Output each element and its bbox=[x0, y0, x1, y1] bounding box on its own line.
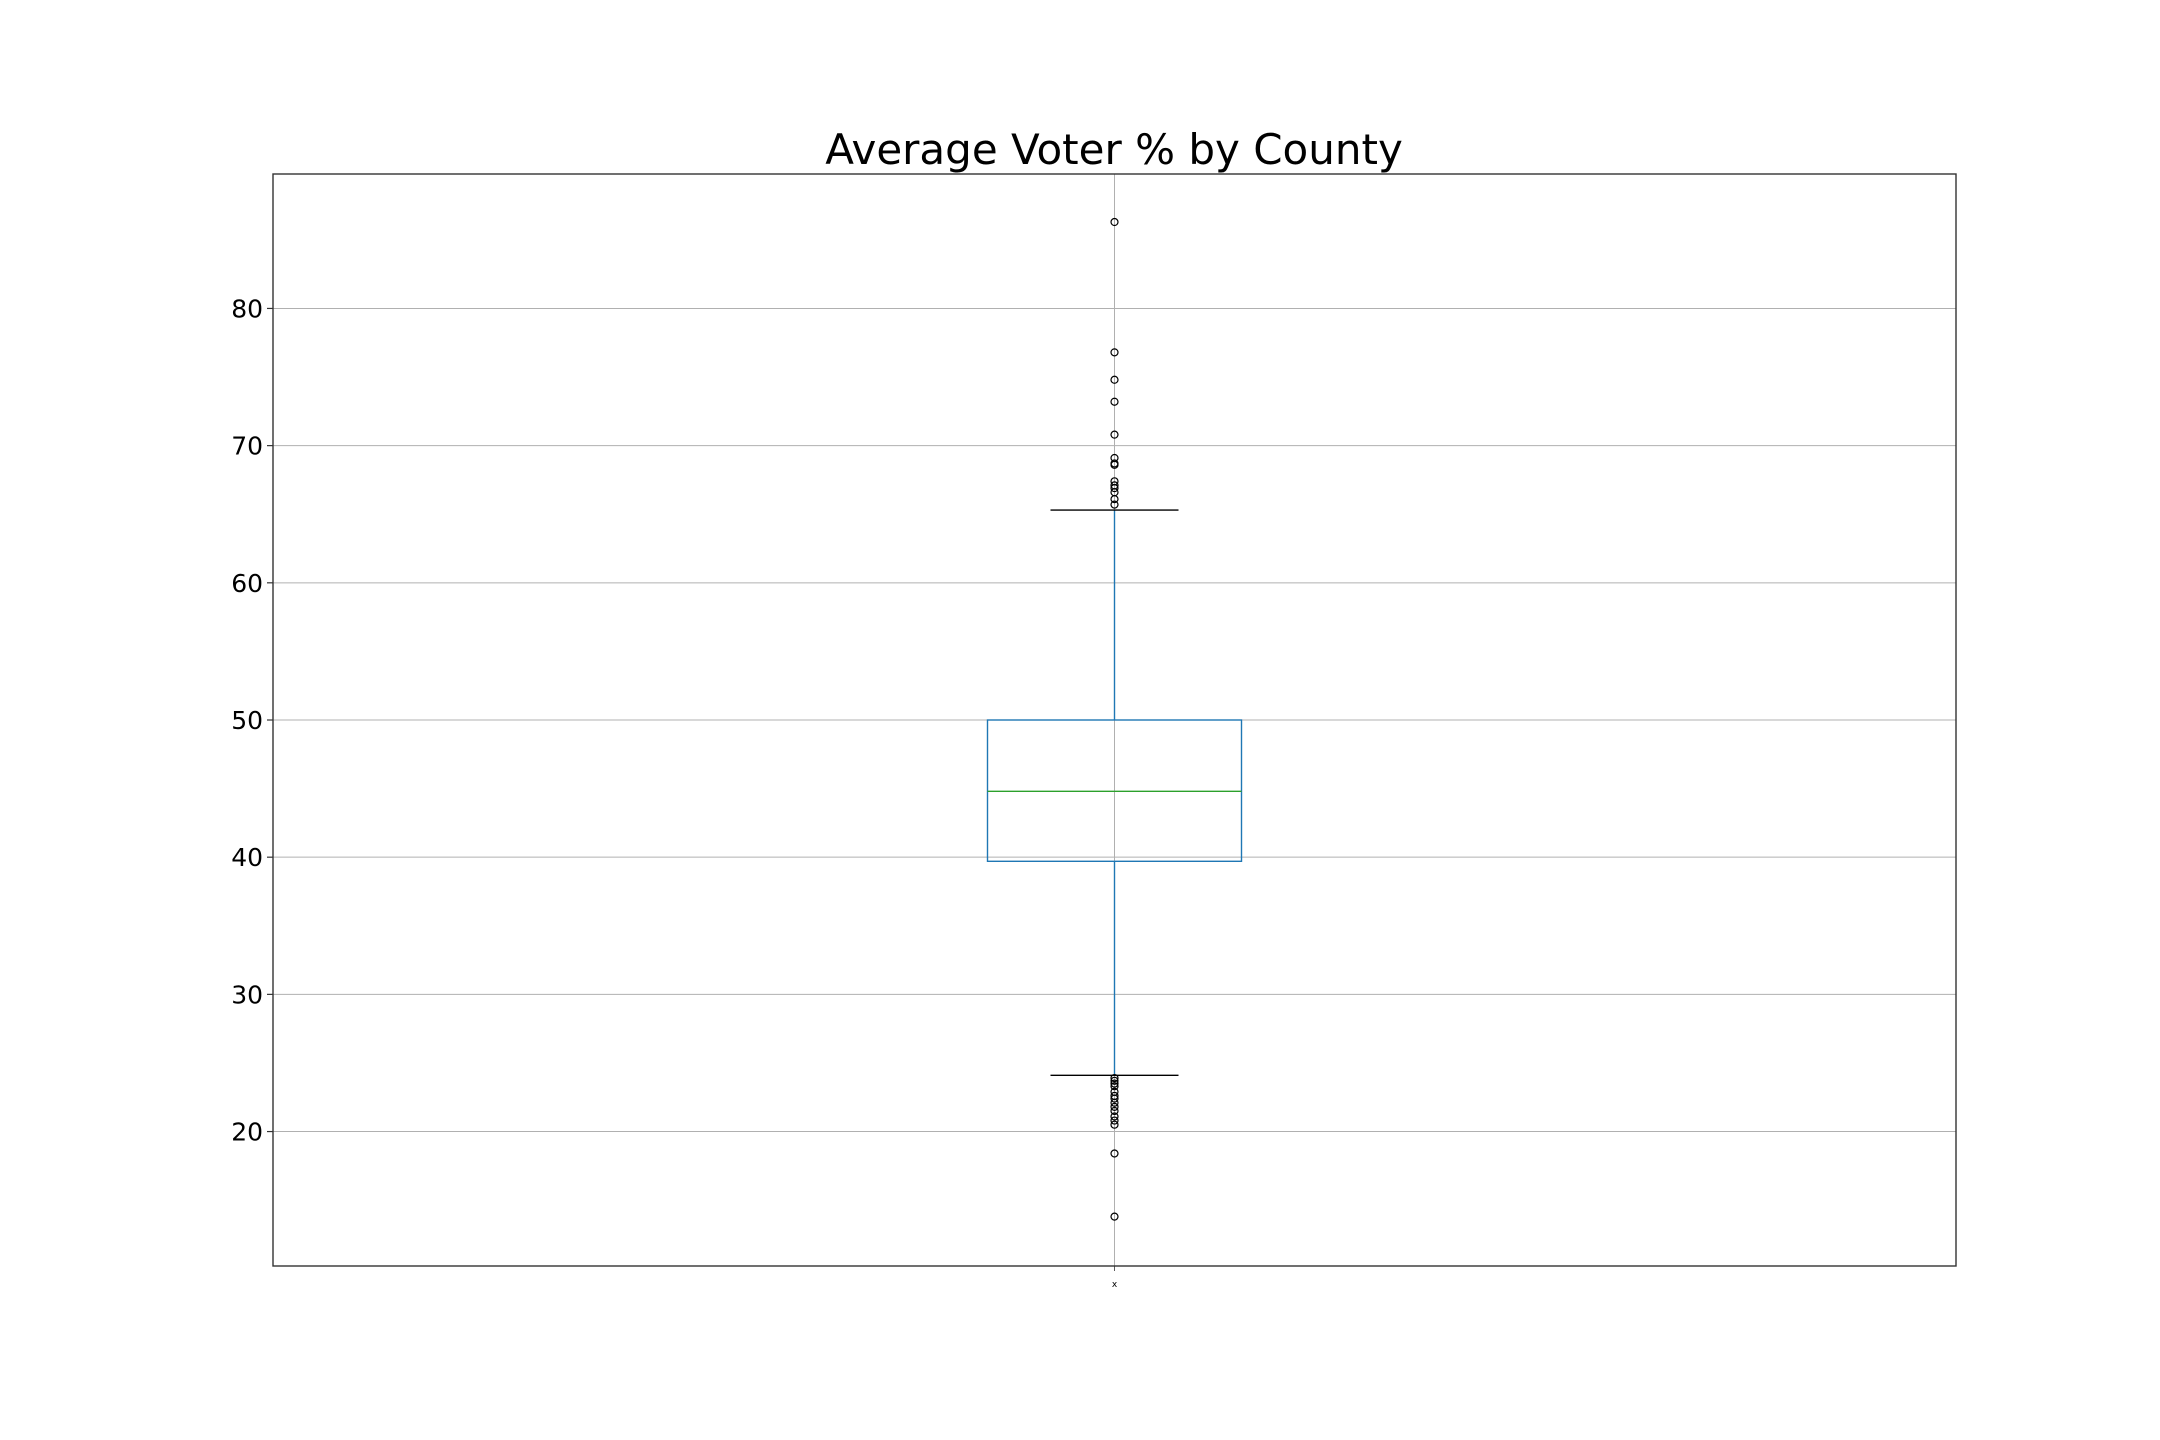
outlier-point bbox=[1110, 500, 1119, 509]
outlier-point bbox=[1110, 348, 1119, 357]
outlier-point bbox=[1110, 460, 1119, 469]
outlier-point bbox=[1110, 1212, 1119, 1221]
outlier-point bbox=[1110, 484, 1119, 493]
y-tick-label: 50 bbox=[231, 706, 263, 735]
axis-labels: 20 30 40 50 60 70 80 x bbox=[231, 294, 1118, 1290]
y-tick-label: 60 bbox=[231, 569, 263, 598]
outlier-point bbox=[1110, 430, 1119, 439]
outlier-point bbox=[1110, 397, 1119, 406]
x-tick-label: x bbox=[1112, 1280, 1118, 1290]
chart-title: Average Voter % by County bbox=[825, 125, 1403, 174]
outlier-point bbox=[1110, 1120, 1119, 1129]
outlier-point bbox=[1110, 1149, 1119, 1158]
outlier-point bbox=[1110, 1076, 1119, 1085]
outlier-point bbox=[1110, 1073, 1119, 1083]
y-tick-label: 40 bbox=[231, 843, 263, 872]
box-group bbox=[986, 509, 1243, 1077]
outlier-point bbox=[1110, 1082, 1119, 1091]
y-tick-label: 30 bbox=[231, 980, 263, 1009]
y-tick-label: 70 bbox=[231, 432, 263, 461]
outlier-point bbox=[1110, 1094, 1119, 1103]
outlier-point bbox=[1110, 1106, 1119, 1116]
outlier-point bbox=[1110, 1112, 1119, 1121]
outlier-points bbox=[1110, 217, 1119, 1221]
outlier-point bbox=[1110, 375, 1119, 384]
outlier-point bbox=[1110, 495, 1119, 504]
outlier-point bbox=[1110, 1116, 1119, 1125]
outlier-point bbox=[1110, 1079, 1119, 1088]
outlier-point bbox=[1110, 1102, 1119, 1111]
y-tick-label: 20 bbox=[231, 1118, 263, 1147]
y-tick-label: 80 bbox=[231, 294, 263, 323]
outlier-point bbox=[1110, 1098, 1119, 1107]
outlier-point bbox=[1110, 217, 1119, 227]
